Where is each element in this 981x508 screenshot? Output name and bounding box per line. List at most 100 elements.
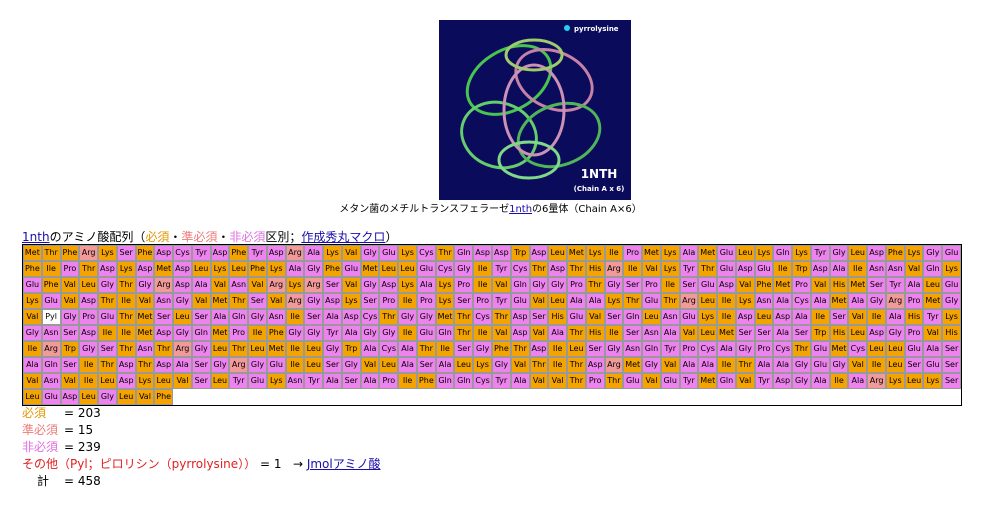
residue-cell: Glu (904, 341, 924, 357)
residue-cell: Val (23, 309, 42, 325)
stat-row: 準必須 = 15 (22, 422, 381, 439)
residue-cell: Gly (792, 357, 811, 373)
caption-text: メタン菌のメチルトランスフェラーゼ (339, 204, 510, 215)
residue-cell: Gln (435, 373, 455, 389)
heading-text: ・ (169, 230, 182, 244)
macro-link[interactable]: 作成秀丸マクロ (301, 230, 386, 244)
residue-cell: Gly (379, 325, 399, 341)
residue-cell: Arg (304, 277, 324, 293)
residue-cell: Asp (510, 309, 530, 325)
residue-cell: Thr (135, 357, 155, 373)
residue-cell: Val (248, 277, 267, 293)
residue-cell: Thr (229, 293, 249, 309)
residue-cell: Ile (717, 357, 736, 373)
residue-cell: Leu (98, 373, 117, 389)
stat-value: = 1 (259, 457, 282, 471)
residue-cell: Asp (529, 245, 549, 261)
residue-cell: Pro (642, 277, 661, 293)
residue-cell: Glu (567, 309, 586, 325)
jmol-link[interactable]: Jmolアミノ酸 (306, 457, 381, 471)
residue-cell: Ser (735, 325, 755, 341)
residue-cell: Val (135, 389, 155, 405)
residue-cell: Leu (304, 357, 324, 373)
residue-cell: Pro (60, 261, 80, 277)
residue-cell: Val (735, 277, 755, 293)
heading: 1nthのアミノ酸配列（必須・準必須・非必須区別；作成秀丸マクロ） (22, 228, 397, 245)
residue-cell: His (548, 309, 568, 325)
residue-cell: Lys (266, 373, 286, 389)
residue-cell: Ala (754, 357, 774, 373)
residue-cell: Tyr (660, 341, 680, 357)
residue-cell: Leu (304, 341, 324, 357)
stat-label: 非必須 (22, 440, 59, 454)
residue-cell: Tyr (810, 245, 830, 261)
residue-cell: Thr (379, 309, 399, 325)
residue-cell: Tyr (923, 309, 943, 325)
residue-cell: Ala (773, 293, 793, 309)
residue-cell: Arg (41, 341, 61, 357)
residue-cell: Pro (585, 373, 605, 389)
residue-cell: Val (660, 357, 680, 373)
residue-cell: Thr (510, 341, 530, 357)
residue-cell: Lys (660, 261, 680, 277)
residue-cell: Lys (942, 309, 961, 325)
residue-cell: Asn (154, 293, 174, 309)
residue-cell: Cys (848, 341, 868, 357)
residue-cell: Gly (360, 245, 380, 261)
residue-cell: Val (548, 373, 568, 389)
residue-cell: Val (848, 309, 868, 325)
residue-cell: Ala (773, 325, 793, 341)
residue-cell: Cys (360, 309, 380, 325)
residue-cell: Gly (341, 357, 361, 373)
residue-cell: Ser (585, 341, 605, 357)
residue-cell: Thr (79, 261, 99, 277)
residue-cell: Asn (41, 325, 61, 341)
residue-cell: His (904, 309, 924, 325)
residue-cell: Thr (98, 293, 117, 309)
residue-cell: Lys (135, 373, 155, 389)
caption-link[interactable]: 1nth (509, 204, 533, 215)
residue-cell: Val (848, 357, 868, 373)
residue-cell: Ser (529, 309, 549, 325)
residue-cell: Arg (285, 245, 305, 261)
pdb-link[interactable]: 1nth (22, 230, 50, 244)
stat-row: 必須 = 203 (22, 405, 381, 422)
caption: メタン菌のメチルトランスフェラーゼ1nthの6量体（Chain A×6） (0, 200, 981, 215)
residue-cell: Glu (698, 277, 718, 293)
residue-cell: Ile (623, 261, 643, 277)
residue-cell: Thr (567, 261, 586, 277)
residue-cell: Thr (529, 261, 549, 277)
residue-cell: Glu (642, 293, 661, 309)
residue-cell: Ser (942, 357, 961, 373)
residue-cell: Leu (848, 245, 868, 261)
residue-cell: Asp (98, 261, 117, 277)
residue-cell: Asp (135, 261, 155, 277)
residue-cell: Gln (773, 245, 793, 261)
residue-cell: Tyr (248, 245, 267, 261)
residue-cell: Arg (173, 341, 192, 357)
residue-cell: Ala (567, 293, 586, 309)
residue-cell: Ala (923, 341, 943, 357)
residue-cell: Asn (135, 341, 155, 357)
residue-cell: Gly (398, 309, 417, 325)
image-legend: pyrrolysine (574, 25, 619, 33)
residue-cell: Cys (379, 341, 399, 357)
residue-cell: Leu (454, 357, 474, 373)
residue-cell: Lys (904, 245, 924, 261)
residue-cell: Thr (116, 277, 136, 293)
residue-cell: Ala (585, 293, 605, 309)
residue-cell: Asn (642, 325, 661, 341)
residue-cell: Leu (642, 309, 661, 325)
residue-cell: Ser (60, 325, 80, 341)
residue-cell: Gln (623, 309, 643, 325)
residue-cell: Cys (435, 261, 455, 277)
residue-cell: Ala (23, 357, 42, 373)
residue-cell: Gly (360, 325, 380, 341)
residue-cell: Trp (792, 261, 811, 277)
residue-cell: Tyr (492, 293, 511, 309)
stat-row: その他（Pyl；ピロリシン（pyrrolysine）） = 1 → Jmolアミ… (22, 456, 381, 473)
residue-cell: Ala (435, 357, 455, 373)
residue-cell: Leu (885, 341, 905, 357)
residue-cell: Asp (529, 341, 549, 357)
